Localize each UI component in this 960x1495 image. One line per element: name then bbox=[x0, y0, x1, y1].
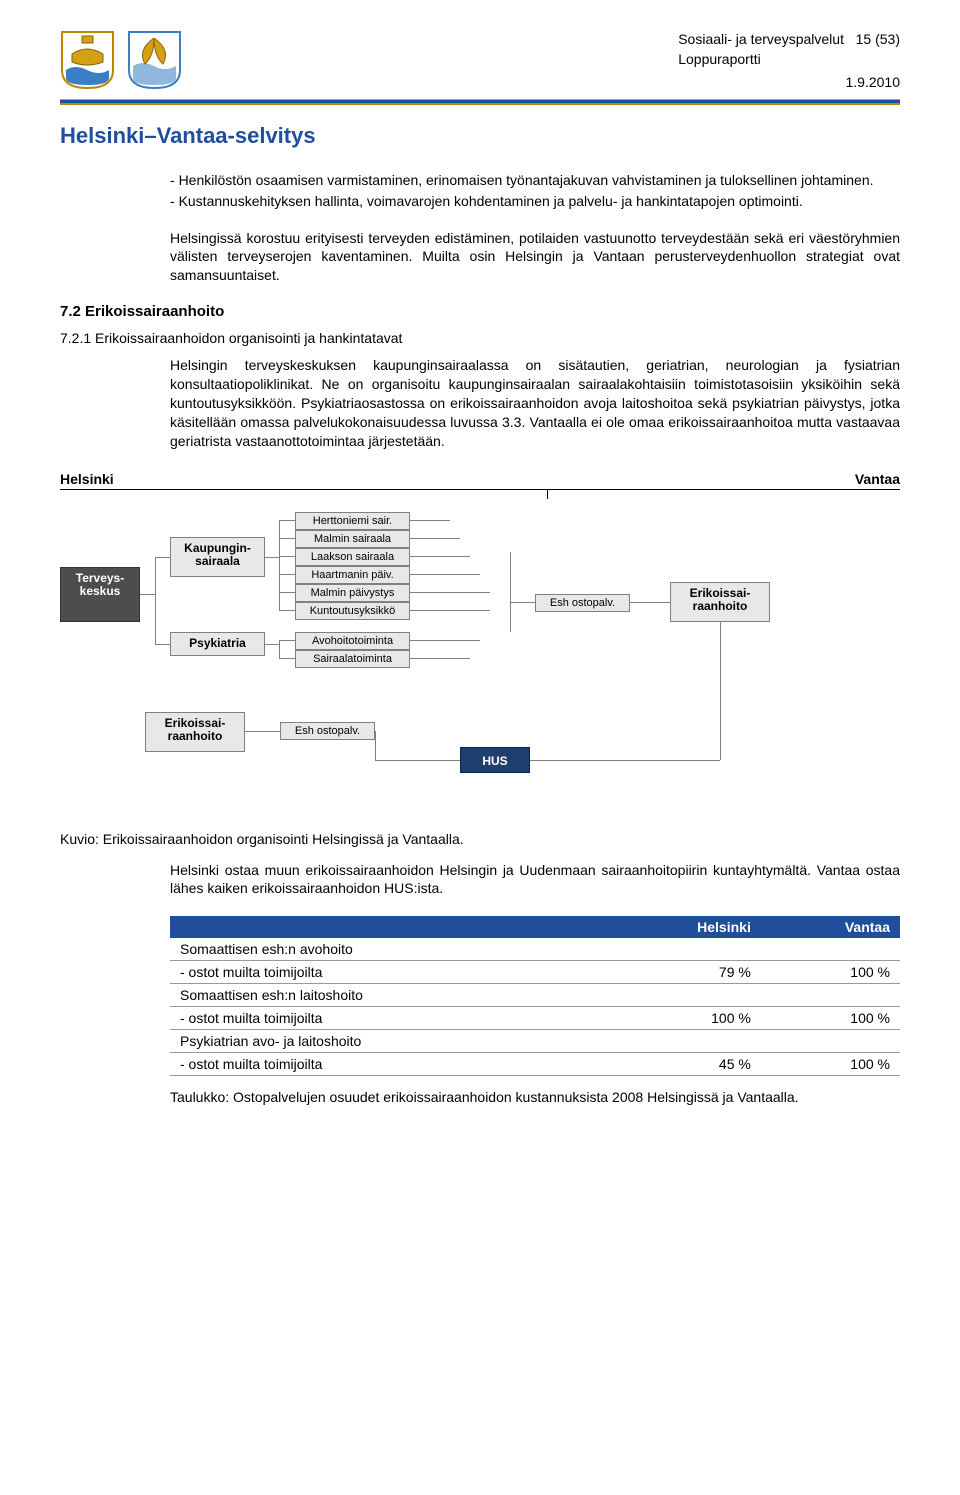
table-cell-value bbox=[603, 1030, 760, 1053]
page-header: Sosiaali- ja terveyspalvelut 15 (53) Lop… bbox=[60, 30, 900, 93]
table-cell-value: 100 % bbox=[761, 961, 900, 984]
box-kaupunginsairaala: Kaupungin- sairaala bbox=[170, 537, 265, 577]
table-row: Somaattisen esh:n avohoito bbox=[170, 938, 900, 961]
table-cell-value bbox=[761, 938, 900, 961]
table-row: Somaattisen esh:n laitoshoito bbox=[170, 984, 900, 1007]
box-sairaalatoim: Sairaalatoiminta bbox=[295, 650, 410, 669]
header-service: Sosiaali- ja terveyspalvelut bbox=[678, 31, 844, 47]
diagram-right-label: Vantaa bbox=[855, 471, 900, 487]
table-cell-value: 100 % bbox=[761, 1053, 900, 1076]
helsinki-crest-icon bbox=[60, 30, 115, 90]
para-text: Helsinki ostaa muun erikoissairaanhoidon… bbox=[170, 861, 900, 899]
bullet-item: Kustannuskehityksen hallinta, voimavaroj… bbox=[170, 192, 900, 211]
table-caption: Taulukko: Ostopalvelujen osuudet erikois… bbox=[170, 1088, 900, 1107]
table-cell-value bbox=[603, 938, 760, 961]
table-cell-label: Psykiatrian avo- ja laitoshoito bbox=[170, 1030, 603, 1053]
table-cell-label: Somaattisen esh:n laitoshoito bbox=[170, 984, 603, 1007]
table-cell-value: 79 % bbox=[603, 961, 760, 984]
table-cell-value bbox=[761, 984, 900, 1007]
header-date: 1.9.2010 bbox=[678, 73, 900, 93]
bullet-block: Henkilöstön osaamisen varmistaminen, eri… bbox=[170, 171, 900, 211]
diagram-header-bar: Helsinki Vantaa bbox=[60, 471, 900, 490]
box-terveyskeskus: Terveys- keskus bbox=[60, 567, 140, 622]
box-hus: HUS bbox=[460, 747, 530, 773]
box-psykiatria: Psykiatria bbox=[170, 632, 265, 656]
city-crests bbox=[60, 30, 182, 90]
heading-7-2-1: 7.2.1 Erikoissairaanhoidon organisointi … bbox=[60, 330, 900, 346]
box-kuntoutus: Kuntoutusyksikkö bbox=[295, 602, 410, 621]
purchase-table-block: Helsinki Vantaa Somaattisen esh:n avohoi… bbox=[170, 916, 900, 1107]
box-erikoissairaanhoito-right: Erikoissai- raanhoito bbox=[670, 582, 770, 622]
box-avohoito: Avohoitotoiminta bbox=[295, 632, 410, 651]
table-cell-label: - ostot muilta toimijoilta bbox=[170, 961, 603, 984]
paragraph-3: Helsinki ostaa muun erikoissairaanhoidon… bbox=[170, 861, 900, 899]
box-haartmanin: Haartmanin päiv. bbox=[295, 566, 410, 585]
header-rule bbox=[60, 99, 900, 105]
box-herttoniemi: Herttoniemi sair. bbox=[295, 512, 410, 531]
para-text: Helsingin terveyskeskuksen kaupunginsair… bbox=[170, 356, 900, 450]
header-text-block: Sosiaali- ja terveyspalvelut 15 (53) Lop… bbox=[678, 30, 900, 93]
table-cell-value bbox=[761, 1030, 900, 1053]
table-cell-label: - ostot muilta toimijoilta bbox=[170, 1053, 603, 1076]
header-report-type: Loppuraportti bbox=[678, 50, 900, 70]
table-row: - ostot muilta toimijoilta79 %100 % bbox=[170, 961, 900, 984]
table-cell-label: Somaattisen esh:n avohoito bbox=[170, 938, 603, 961]
document-title: Helsinki–Vantaa-selvitys bbox=[60, 123, 900, 149]
paragraph-1: Helsingissä korostuu erityisesti terveyd… bbox=[170, 229, 900, 286]
table-cell-value: 100 % bbox=[603, 1007, 760, 1030]
table-row: - ostot muilta toimijoilta45 %100 % bbox=[170, 1053, 900, 1076]
table-header: Vantaa bbox=[761, 916, 900, 938]
figure-caption: Kuvio: Erikoissairaanhoidon organisointi… bbox=[60, 830, 900, 849]
box-malmin-paiv: Malmin päivystys bbox=[295, 584, 410, 603]
table-header bbox=[170, 916, 603, 938]
table-cell-value: 45 % bbox=[603, 1053, 760, 1076]
org-diagram: Helsinki Vantaa Terveys- keskus Kaupungi… bbox=[60, 471, 900, 802]
table-row: - ostot muilta toimijoilta100 %100 % bbox=[170, 1007, 900, 1030]
table-cell-value: 100 % bbox=[761, 1007, 900, 1030]
table-cell-label: - ostot muilta toimijoilta bbox=[170, 1007, 603, 1030]
diagram-left-label: Helsinki bbox=[60, 471, 114, 487]
box-erikoissairaanhoito-left: Erikoissai- raanhoito bbox=[145, 712, 245, 752]
purchase-table: Helsinki Vantaa Somaattisen esh:n avohoi… bbox=[170, 916, 900, 1076]
para-text: Helsingissä korostuu erityisesti terveyd… bbox=[170, 229, 900, 286]
heading-7-2: 7.2 Erikoissairaanhoito bbox=[60, 303, 900, 320]
bullet-item: Henkilöstön osaamisen varmistaminen, eri… bbox=[170, 171, 900, 190]
vantaa-crest-icon bbox=[127, 30, 182, 90]
paragraph-2: Helsingin terveyskeskuksen kaupunginsair… bbox=[170, 356, 900, 450]
box-laakson: Laakson sairaala bbox=[295, 548, 410, 567]
table-cell-value bbox=[603, 984, 760, 1007]
box-esh-ostopalv-2: Esh ostopalv. bbox=[280, 722, 375, 741]
table-row: Psykiatrian avo- ja laitoshoito bbox=[170, 1030, 900, 1053]
table-header: Helsinki bbox=[603, 916, 760, 938]
box-malmin-sair: Malmin sairaala bbox=[295, 530, 410, 549]
box-esh-ostopalv-1: Esh ostopalv. bbox=[535, 594, 630, 613]
header-page-num: 15 (53) bbox=[856, 31, 900, 47]
